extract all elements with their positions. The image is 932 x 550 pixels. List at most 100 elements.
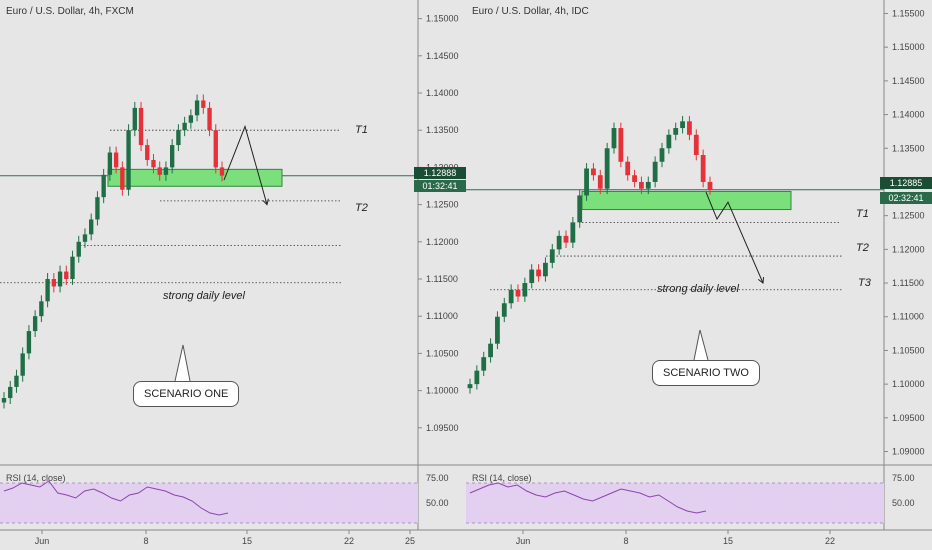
candle-body: [101, 174, 106, 198]
candle-body: [611, 128, 617, 149]
candle-body: [120, 167, 125, 190]
candle-body: [693, 134, 699, 155]
candle-body: [666, 134, 672, 149]
scenario-path: [223, 124, 268, 205]
support-zone: [581, 190, 792, 211]
target-label-t1: T1: [355, 124, 368, 136]
candle-body: [176, 130, 181, 146]
candle-body: [501, 303, 507, 317]
arrow-head: [262, 198, 269, 206]
price-tick-label: 1.09000: [892, 447, 925, 457]
rsi-tick-label: 50.00: [426, 498, 449, 508]
candle-body: [213, 130, 218, 168]
candle-body: [113, 152, 119, 168]
candle-body: [138, 107, 144, 146]
candle-body: [618, 128, 624, 162]
candle-body: [182, 122, 187, 131]
date-tick-label: 22: [344, 536, 354, 546]
candle-body: [522, 283, 528, 297]
price-tick-label: 1.11500: [426, 274, 458, 284]
candle-body: [207, 107, 212, 131]
target-label-t2: T2: [856, 242, 869, 254]
countdown-tag: 01:32:41: [414, 180, 466, 192]
candle-body: [20, 353, 25, 376]
candle-body: [625, 161, 631, 176]
date-tick-label: 22: [825, 536, 835, 546]
date-tick-label: 25: [405, 536, 415, 546]
scenario-path: [705, 191, 764, 284]
candle-body: [107, 152, 113, 175]
candle-body: [157, 167, 162, 175]
scenario-callout: SCENARIO ONE: [133, 381, 240, 407]
date-tick-label: Jun: [516, 536, 531, 546]
chart-title: Euro / U.S. Dollar, 4h, FXCM: [6, 6, 134, 17]
candle-body: [467, 384, 473, 389]
left-chart-svg[interactable]: 1.150001.145001.140001.135001.130001.125…: [0, 0, 466, 550]
candle-body: [549, 249, 555, 263]
price-tick-label: 1.15000: [892, 42, 925, 52]
candle-body: [481, 357, 487, 371]
candle-body: [70, 256, 75, 279]
candle-body: [508, 289, 514, 304]
candle-body: [64, 271, 69, 279]
candle-body: [652, 161, 658, 182]
date-tick-label: Jun: [35, 536, 50, 546]
price-tick-label: 1.12500: [426, 200, 459, 210]
strong-daily-level-label: strong daily level: [163, 290, 245, 302]
price-tick-label: 1.13500: [892, 143, 925, 153]
candle-body: [687, 121, 692, 135]
rsi-line: [3, 480, 229, 516]
price-tick-label: 1.10000: [426, 386, 459, 396]
rsi-tick-label: 75.00: [892, 473, 915, 483]
price-tick-label: 1.11500: [892, 278, 924, 288]
candle-body: [707, 181, 713, 190]
callout-pointer: [174, 344, 191, 382]
candle-body: [474, 370, 480, 385]
target-label-t3: T3: [858, 277, 871, 289]
rsi-tick-label: 50.00: [892, 498, 915, 508]
candle-body: [26, 331, 32, 354]
price-tick-label: 1.15000: [426, 14, 459, 24]
right-chart-svg[interactable]: 1.155001.150001.145001.140001.135001.130…: [466, 0, 932, 550]
rsi-label: RSI (14, close): [472, 473, 532, 483]
date-tick-label: 15: [242, 536, 252, 546]
rsi-band: [0, 483, 418, 523]
rsi-band: [466, 483, 884, 523]
candle-body: [169, 145, 175, 168]
candle-body: [132, 107, 137, 131]
candle-body: [8, 386, 13, 399]
candle-body: [597, 175, 603, 189]
callout-pointer: [693, 329, 709, 361]
candle-body: [194, 100, 200, 116]
price-tick-label: 1.14000: [892, 110, 925, 120]
price-tick-label: 1.11000: [426, 311, 458, 321]
candle-body: [201, 100, 206, 108]
candle-body: [563, 235, 569, 243]
candle-body: [126, 130, 131, 190]
support-zone: [107, 168, 283, 187]
price-tick-label: 1.10500: [892, 345, 925, 355]
candle-body: [1, 398, 7, 403]
candle-body: [188, 115, 194, 123]
right-chart-pane: 1.155001.150001.145001.140001.135001.130…: [466, 0, 932, 550]
candle-body: [57, 271, 63, 287]
candle-body: [536, 269, 541, 277]
date-tick-label: 15: [723, 536, 733, 546]
candle-body: [51, 279, 57, 287]
candle-body: [151, 159, 156, 168]
candle-body: [645, 181, 651, 189]
candle-body: [32, 316, 38, 332]
candle-body: [556, 235, 562, 250]
price-tick-label: 1.14500: [426, 51, 459, 61]
price-tick-label: 1.11000: [892, 312, 924, 322]
price-tick-label: 1.10000: [892, 379, 925, 389]
candle-body: [39, 301, 44, 317]
current-price-tag: 1.12888: [414, 167, 466, 179]
target-label-t2: T2: [355, 202, 368, 214]
candle-body: [673, 128, 679, 135]
candle-body: [89, 219, 94, 235]
countdown-tag: 02:32:41: [880, 192, 932, 204]
price-tick-label: 1.10500: [426, 348, 459, 358]
price-tick-label: 1.14500: [892, 76, 925, 86]
candle-body: [543, 262, 548, 277]
